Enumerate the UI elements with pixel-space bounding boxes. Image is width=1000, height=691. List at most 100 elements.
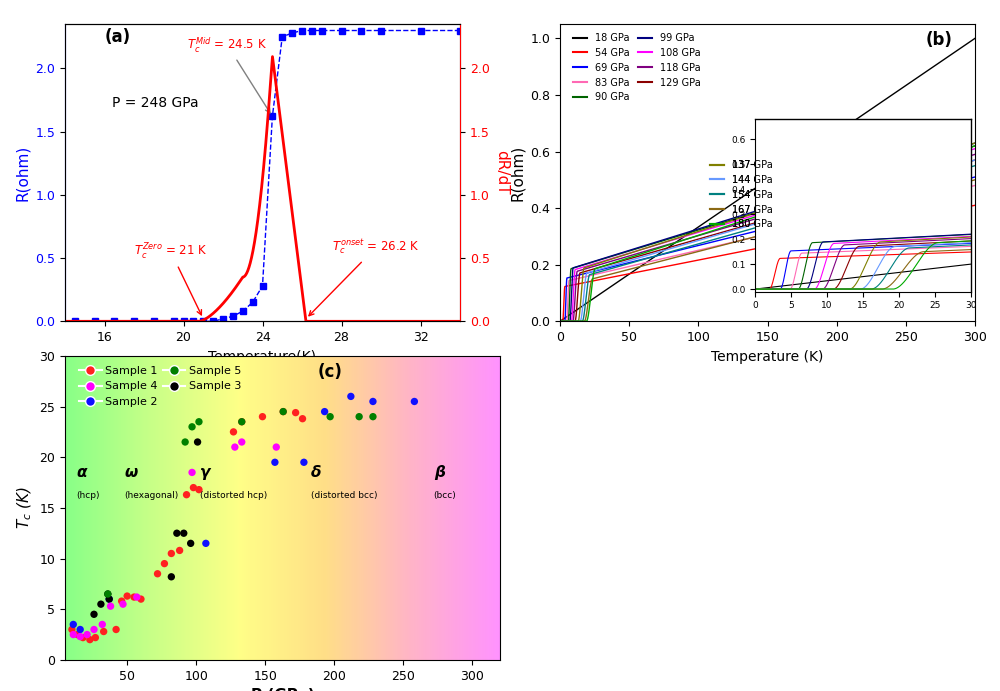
118 GPa — [739, 218, 751, 226]
Text: (b): (b) — [925, 31, 952, 49]
Text: (bcc): (bcc) — [434, 491, 456, 500]
Point — [185, 482, 201, 493]
Point — [275, 406, 291, 417]
90 GPa — [746, 209, 758, 218]
54 GPa — [730, 249, 742, 257]
18 GPa — [739, 191, 751, 200]
Point — [156, 558, 172, 569]
118 GPa — [586, 263, 598, 271]
129 GPa — [554, 317, 566, 325]
144 GPa — [746, 220, 758, 229]
144 GPa — [730, 225, 742, 234]
Point — [169, 528, 185, 539]
83 GPa — [739, 235, 751, 243]
99 GPa — [586, 258, 598, 266]
167 GPa — [586, 275, 598, 283]
Point — [100, 589, 116, 600]
Point — [133, 594, 149, 605]
54 GPa — [554, 317, 566, 325]
Point — [114, 596, 130, 607]
144 GPa — [739, 223, 751, 231]
144 GPa — [554, 317, 566, 325]
108 GPa — [586, 261, 598, 269]
X-axis label: P (GPa): P (GPa) — [251, 688, 314, 691]
154 GPa — [586, 269, 598, 278]
Point — [234, 416, 250, 427]
Point — [225, 426, 241, 437]
Point — [108, 624, 124, 635]
Point — [163, 571, 179, 583]
118 GPa — [746, 216, 758, 224]
54 GPa — [969, 201, 981, 209]
Point — [295, 413, 311, 424]
Point — [93, 598, 109, 609]
83 GPa — [586, 271, 598, 279]
Point — [351, 411, 367, 422]
X-axis label: Temperature(K): Temperature(K) — [208, 350, 316, 363]
154 GPa — [969, 162, 981, 170]
99 GPa — [730, 213, 742, 221]
90 GPa — [969, 142, 981, 150]
83 GPa — [746, 234, 758, 242]
Line: 180 GPa: 180 GPa — [560, 146, 975, 321]
X-axis label: Temperature (K): Temperature (K) — [711, 350, 824, 363]
Point — [322, 411, 338, 422]
69 GPa — [739, 230, 751, 238]
99 GPa — [554, 317, 566, 325]
83 GPa — [969, 181, 981, 189]
Point — [100, 589, 116, 600]
Point — [64, 624, 80, 635]
118 GPa — [730, 220, 742, 229]
129 GPa — [969, 156, 981, 164]
Text: P = 248 GPa: P = 248 GPa — [112, 96, 199, 111]
69 GPa — [586, 267, 598, 276]
167 GPa — [739, 236, 751, 244]
Point — [103, 600, 119, 612]
Point — [86, 609, 102, 620]
144 GPa — [603, 263, 615, 271]
69 GPa — [969, 173, 981, 181]
Point — [150, 568, 166, 579]
Point — [126, 591, 142, 603]
Point — [227, 442, 243, 453]
180 GPa — [746, 214, 758, 222]
Text: $T_c^{onset}$ = 26.2 K: $T_c^{onset}$ = 26.2 K — [309, 238, 419, 316]
Line: 54 GPa: 54 GPa — [560, 205, 975, 321]
Point — [191, 416, 207, 427]
Point — [234, 437, 250, 448]
108 GPa — [746, 212, 758, 220]
54 GPa — [739, 247, 751, 255]
Point — [191, 484, 207, 495]
180 GPa — [586, 280, 598, 288]
144 GPa — [586, 267, 598, 276]
Point — [179, 489, 195, 500]
108 GPa — [790, 198, 802, 207]
Point — [79, 629, 95, 640]
99 GPa — [969, 139, 981, 147]
137 GPa — [554, 317, 566, 325]
Line: 18 GPa: 18 GPa — [560, 38, 975, 321]
99 GPa — [739, 211, 751, 219]
18 GPa — [730, 197, 742, 205]
Point — [65, 629, 81, 640]
Point — [65, 619, 81, 630]
83 GPa — [554, 317, 566, 325]
118 GPa — [969, 150, 981, 158]
Line: 69 GPa: 69 GPa — [560, 177, 975, 321]
Legend: Sample 1, Sample 4, Sample 2, Sample 5, Sample 3: Sample 1, Sample 4, Sample 2, Sample 5, … — [75, 361, 245, 411]
Point — [254, 411, 270, 422]
99 GPa — [603, 252, 615, 261]
154 GPa — [739, 227, 751, 235]
180 GPa — [603, 260, 615, 268]
Point — [184, 467, 200, 478]
90 GPa — [730, 214, 742, 223]
90 GPa — [586, 258, 598, 267]
137 GPa — [739, 212, 751, 220]
Point — [86, 624, 102, 635]
Text: ω: ω — [124, 465, 138, 480]
54 GPa — [586, 277, 598, 285]
Line: 144 GPa: 144 GPa — [560, 160, 975, 321]
Point — [234, 416, 250, 427]
18 GPa — [746, 186, 758, 194]
54 GPa — [790, 236, 802, 245]
